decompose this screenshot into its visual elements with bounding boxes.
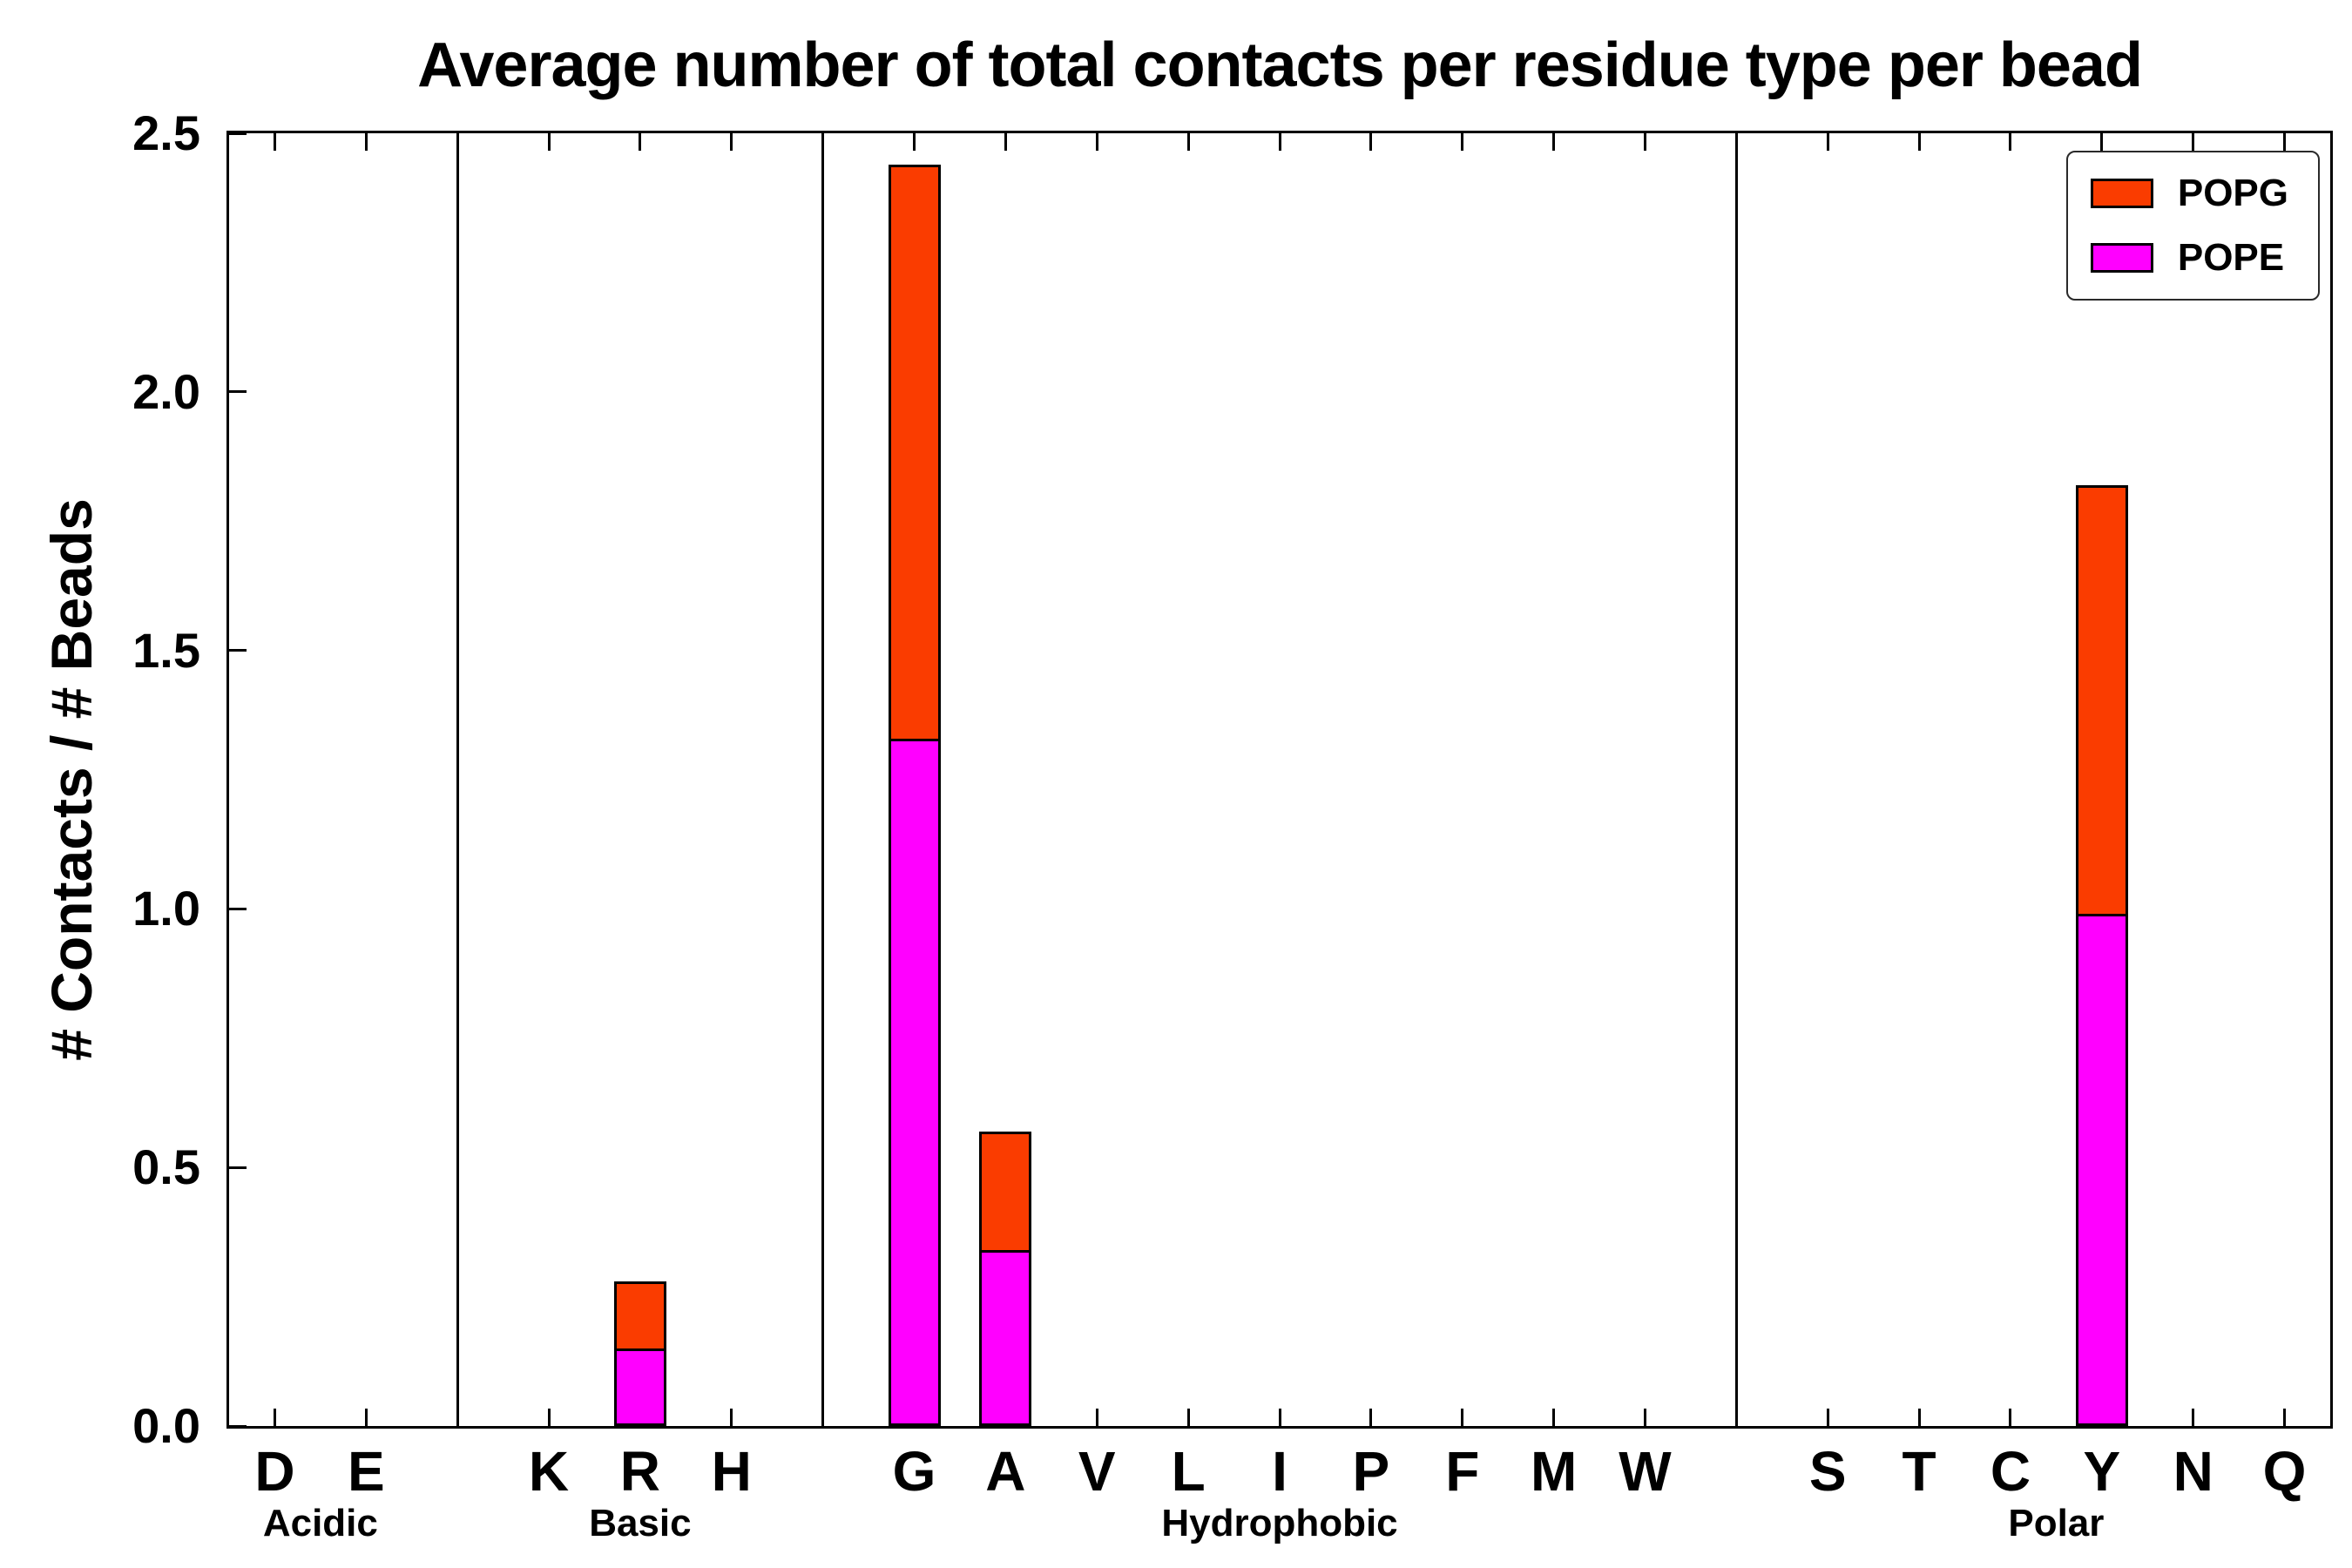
x-tick-top <box>2009 133 2012 151</box>
x-tick-top <box>1826 133 1829 151</box>
x-category-label: N <box>2173 1440 2213 1503</box>
x-tick-top <box>1552 133 1556 151</box>
x-tick-top <box>2192 133 2195 151</box>
x-tick-bottom <box>1461 1409 1464 1426</box>
x-tick-bottom <box>1826 1409 1829 1426</box>
x-tick-top <box>1369 133 1373 151</box>
x-category-label: G <box>892 1440 936 1503</box>
x-tick-bottom <box>364 1409 368 1426</box>
group-divider <box>821 133 825 1426</box>
chart-title: Average number of total contacts per res… <box>417 30 2143 100</box>
x-tick-bottom <box>1369 1409 1373 1426</box>
legend-label-popg: POPG <box>2177 172 2288 214</box>
y-tick <box>229 132 247 135</box>
x-tick-top <box>1278 133 1281 151</box>
x-tick-top <box>1186 133 1190 151</box>
plot-area: POPG POPE <box>226 131 2333 1429</box>
x-tick-top <box>1095 133 1098 151</box>
stacked-bar-A <box>979 1131 1032 1426</box>
x-category-label: Y <box>2083 1440 2121 1503</box>
y-tick-label: 1.5 <box>132 622 200 678</box>
x-tick-top <box>2100 133 2104 151</box>
group-label-hydrophobic: Hydrophobic <box>1161 1502 1398 1544</box>
x-tick-top <box>1917 133 1921 151</box>
y-tick-label: 0.0 <box>132 1398 200 1453</box>
y-tick <box>229 390 247 394</box>
bar-segment-pope-G <box>890 738 938 1423</box>
x-category-label: T <box>1902 1440 1936 1503</box>
group-label-acidic: Acidic <box>262 1502 378 1544</box>
legend-item-pope: POPE <box>2090 236 2288 280</box>
x-category-label: F <box>1445 1440 1480 1503</box>
x-tick-top <box>639 133 642 151</box>
y-tick-label: 2.0 <box>132 363 200 419</box>
group-divider <box>1734 133 1738 1426</box>
x-category-label: R <box>619 1440 661 1503</box>
x-tick-bottom <box>1552 1409 1556 1426</box>
stacked-bar-Y <box>2075 484 2128 1426</box>
x-tick-top <box>1004 133 1007 151</box>
x-category-label: K <box>528 1440 570 1503</box>
bar-segment-pope-Y <box>2078 914 2126 1423</box>
x-tick-top <box>2283 133 2287 151</box>
legend-label-pope: POPE <box>2177 236 2285 279</box>
stacked-bar-G <box>888 164 941 1426</box>
group-label-polar: Polar <box>2008 1502 2105 1544</box>
x-tick-top <box>1461 133 1464 151</box>
x-tick-bottom <box>1917 1409 1921 1426</box>
x-tick-bottom <box>2192 1409 2195 1426</box>
x-category-label: W <box>1619 1440 1672 1503</box>
legend-swatch-popg-icon <box>2090 179 2153 208</box>
x-category-label: H <box>711 1440 752 1503</box>
bar-segment-pope-A <box>982 1250 1030 1423</box>
x-tick-bottom <box>273 1409 276 1426</box>
legend-item-popg: POPG <box>2090 172 2288 215</box>
x-tick-bottom <box>547 1409 551 1426</box>
x-tick-top <box>273 133 276 151</box>
y-tick-label: 2.5 <box>132 105 200 160</box>
x-category-label: I <box>1272 1440 1288 1503</box>
y-axis-label: # Contacts / # Beads <box>39 498 104 1061</box>
y-tick <box>229 649 247 652</box>
x-category-label: V <box>1078 1440 1116 1503</box>
y-tick-label: 0.5 <box>132 1139 200 1195</box>
y-tick <box>229 1166 247 1169</box>
x-category-label: L <box>1171 1440 1206 1503</box>
x-category-label: C <box>1990 1440 2031 1503</box>
x-tick-bottom <box>1278 1409 1281 1426</box>
x-category-label: P <box>1352 1440 1390 1503</box>
x-tick-top <box>913 133 916 151</box>
group-label-basic: Basic <box>589 1502 692 1544</box>
x-category-label: M <box>1530 1440 1578 1503</box>
x-category-label: Q <box>2262 1440 2307 1503</box>
group-divider <box>456 133 459 1426</box>
x-tick-bottom <box>2009 1409 2012 1426</box>
x-tick-top <box>547 133 551 151</box>
x-category-label: A <box>985 1440 1026 1503</box>
x-tick-bottom <box>1643 1409 1646 1426</box>
y-tick <box>229 1424 247 1428</box>
x-tick-top <box>364 133 368 151</box>
x-tick-top <box>730 133 733 151</box>
x-tick-bottom <box>1095 1409 1098 1426</box>
legend-swatch-pope-icon <box>2090 243 2153 273</box>
x-tick-bottom <box>2283 1409 2287 1426</box>
x-tick-bottom <box>1186 1409 1190 1426</box>
x-category-label: D <box>254 1440 295 1503</box>
legend: POPG POPE <box>2065 151 2320 301</box>
x-category-label: S <box>1808 1440 1847 1503</box>
y-tick-label: 1.0 <box>132 881 200 936</box>
stacked-bar-R <box>613 1281 666 1426</box>
bar-segment-pope-R <box>616 1348 664 1423</box>
x-tick-bottom <box>730 1409 733 1426</box>
x-category-label: E <box>347 1440 385 1503</box>
x-tick-top <box>1643 133 1646 151</box>
y-tick <box>229 907 247 910</box>
